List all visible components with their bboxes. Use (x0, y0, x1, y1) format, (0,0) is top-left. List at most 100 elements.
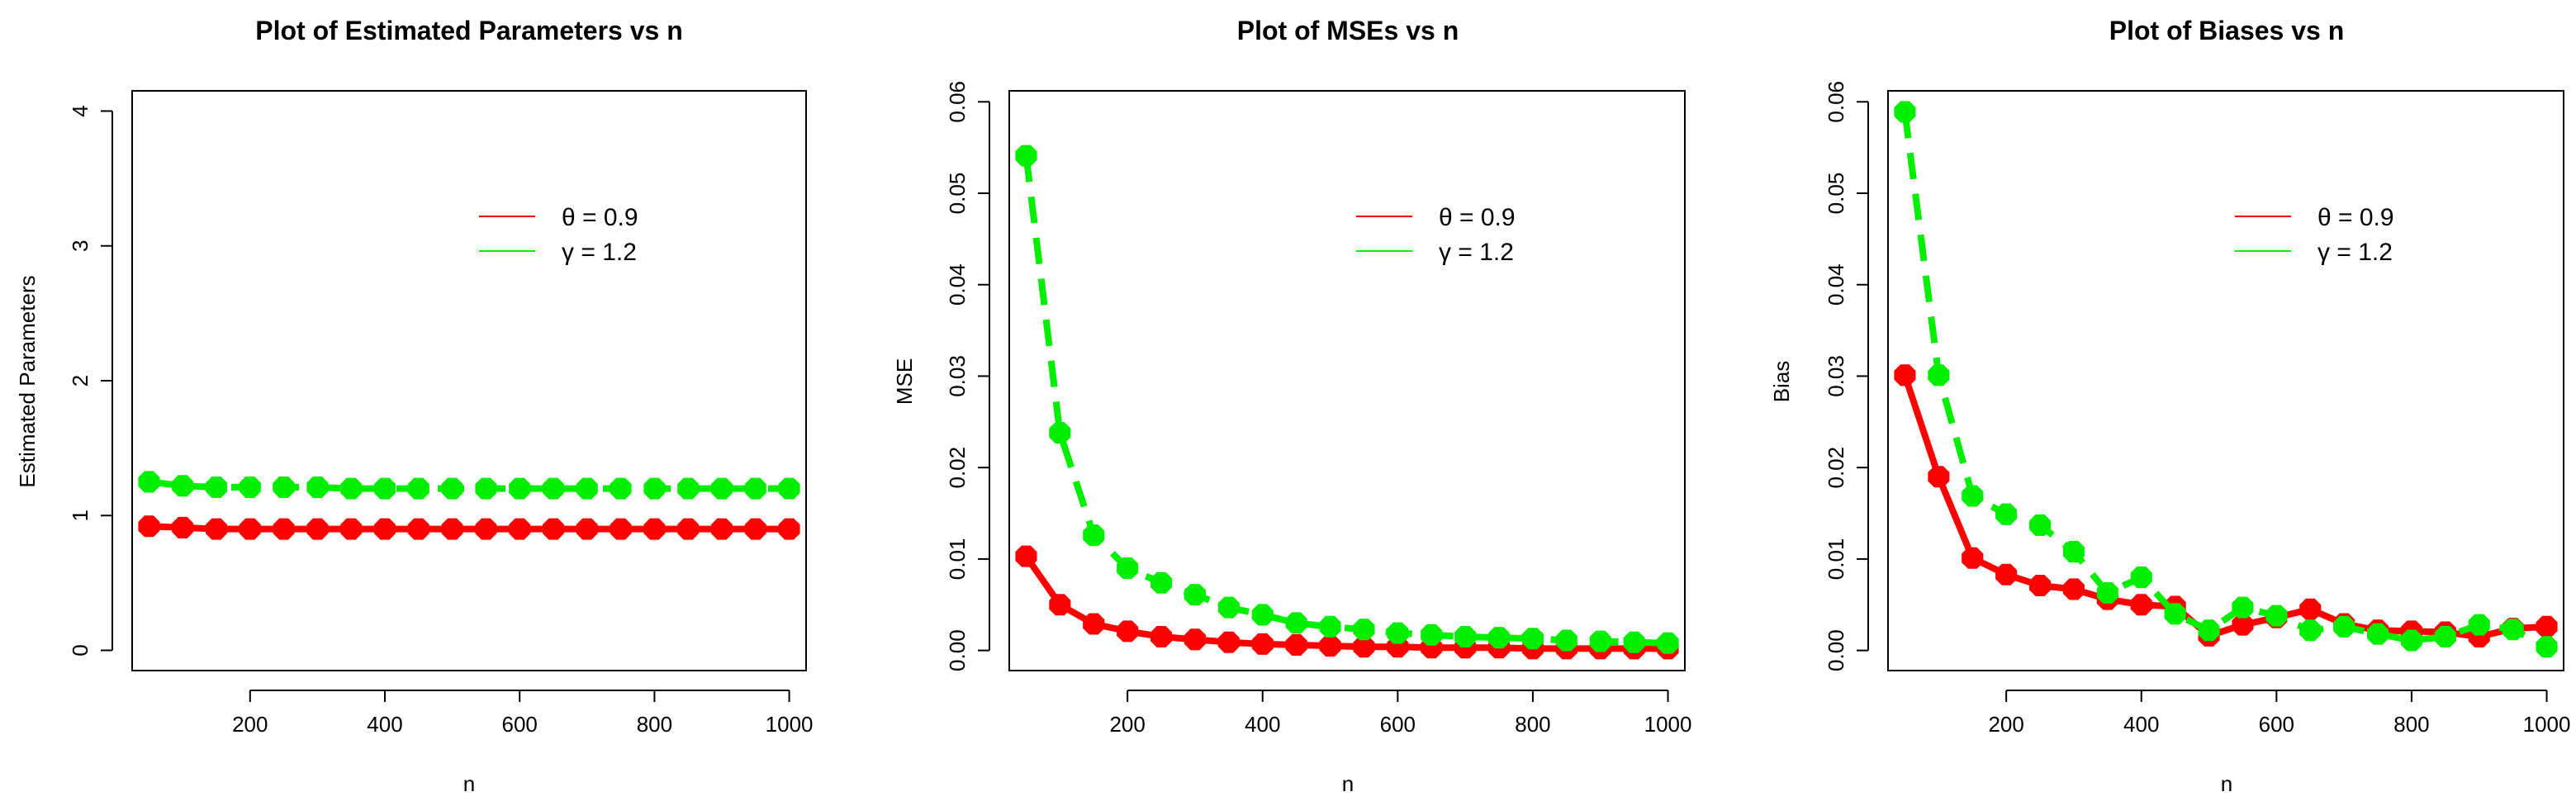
data-point (2400, 629, 2422, 652)
series-gamma (1015, 145, 1679, 654)
data-point (475, 518, 497, 540)
data-point (1083, 613, 1105, 635)
data-point (1589, 630, 1611, 652)
y-tick-label: 0.01 (945, 538, 970, 581)
data-point (2062, 541, 2085, 563)
plot-frame (131, 90, 807, 671)
data-point (407, 518, 429, 540)
x-axis-label: n (2221, 771, 2232, 796)
data-point (677, 518, 700, 540)
data-point (1184, 628, 1206, 651)
y-axis: 0.00 0.01 0.02 0.03 0.04 0.05 0.06 (1824, 81, 1869, 671)
x-tick-label: 600 (1380, 712, 1416, 737)
legend-label-gamma: γ = 1.2 (562, 239, 637, 266)
data-point (509, 518, 531, 540)
data-point (239, 476, 261, 498)
data-point (2468, 614, 2490, 636)
y-tick-label: 0.01 (1824, 538, 1848, 581)
data-point (711, 477, 733, 500)
data-point (138, 515, 160, 538)
legend-label-theta: θ = 0.9 (2317, 204, 2394, 231)
panel-estimated-parameters: Plot of Estimated Parameters vs n n Esti… (15, 16, 814, 796)
data-point (1962, 485, 1984, 507)
x-tick-label: 800 (637, 712, 672, 737)
x-axis: 200 400 600 800 1000 (1109, 690, 1691, 737)
x-tick-label: 800 (2393, 712, 2429, 737)
data-point (1454, 626, 1477, 647)
y-tick-label: 3 (68, 240, 93, 252)
x-axis: 200 400 600 800 1000 (232, 690, 814, 737)
data-point (2062, 578, 2085, 600)
data-point (374, 518, 396, 540)
y-tick-label: 4 (68, 105, 93, 116)
x-tick-label: 200 (1109, 712, 1145, 737)
data-point (1894, 101, 1916, 123)
series-gamma (1894, 101, 2558, 658)
x-axis-label: n (1342, 771, 1354, 796)
y-axis: 0 1 2 3 4 (68, 105, 113, 657)
data-point (1995, 563, 2018, 586)
data-point (306, 476, 329, 498)
y-tick-label: 0.02 (945, 447, 970, 489)
data-point (509, 477, 531, 500)
data-point (1150, 626, 1173, 647)
data-point (2299, 619, 2322, 642)
data-point (1623, 631, 1645, 653)
data-point (306, 518, 329, 540)
plot-frame (1887, 90, 2564, 671)
data-point (1150, 571, 1173, 594)
y-axis-label: Estimated Parameters (15, 275, 40, 487)
x-tick-label: 200 (1988, 712, 2023, 737)
x-tick-label: 1000 (1644, 712, 1692, 737)
data-point (1319, 615, 1341, 638)
data-point (441, 518, 463, 540)
y-tick-label: 0.06 (1824, 81, 1848, 123)
data-point (2265, 604, 2288, 627)
x-tick-label: 1000 (766, 712, 814, 737)
legend-label-gamma: γ = 1.2 (2317, 239, 2393, 266)
x-tick-label: 800 (1515, 712, 1550, 737)
data-point (1928, 466, 1950, 488)
data-point (1353, 619, 1375, 641)
y-tick-label: 0.05 (945, 173, 970, 215)
y-tick-label: 2 (68, 375, 93, 386)
data-point (2164, 603, 2186, 625)
x-tick-label: 1000 (2523, 712, 2571, 737)
data-point (2333, 615, 2355, 638)
data-point (1049, 422, 1071, 444)
legend: θ = 0.9 γ = 1.2 (1356, 204, 1516, 266)
chart-title: Plot of Biases vs n (2109, 16, 2345, 45)
x-tick-label: 400 (367, 712, 402, 737)
data-point (407, 477, 429, 500)
y-tick-label: 0.06 (945, 81, 970, 123)
panel-mses: Plot of MSEs vs n n MSE θ = 0.9 γ = 1.2 … (892, 16, 1691, 796)
data-point (2198, 619, 2220, 642)
data-point (2536, 636, 2558, 658)
y-tick-label: 0.00 (945, 629, 970, 671)
data-point (1488, 627, 1511, 649)
data-point (1555, 629, 1577, 652)
y-tick-label: 0 (68, 644, 93, 656)
data-point (2367, 623, 2389, 645)
data-point (1083, 524, 1105, 547)
y-axis-label: Bias (1769, 361, 1794, 403)
series-gamma (138, 471, 800, 500)
y-axis-label: MSE (892, 358, 917, 405)
data-point (239, 518, 261, 540)
x-tick-label: 400 (2123, 712, 2159, 737)
y-tick-label: 1 (68, 510, 93, 521)
data-point (1387, 622, 1409, 644)
series-theta (138, 515, 800, 540)
data-point (643, 477, 666, 500)
data-point (1657, 632, 1679, 654)
data-point (1995, 503, 2018, 525)
data-point (1319, 635, 1341, 657)
legend-label-theta: θ = 0.9 (1439, 204, 1516, 231)
x-tick-label: 200 (232, 712, 268, 737)
data-point (206, 476, 227, 498)
data-point (744, 477, 766, 500)
data-point (1117, 620, 1139, 642)
data-point (677, 477, 700, 500)
